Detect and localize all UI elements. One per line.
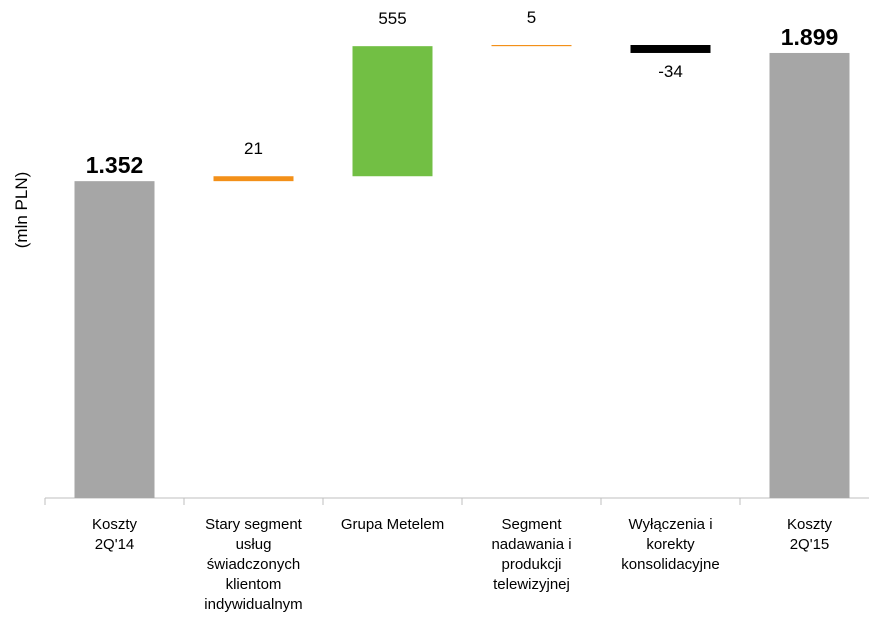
bar bbox=[74, 181, 155, 499]
value-label: 1.899 bbox=[781, 24, 839, 50]
y-axis-label: (mln PLN) bbox=[12, 172, 31, 249]
x-tick-label: Wyłączenia i korekty konsolidacyjne bbox=[621, 516, 720, 573]
value-label: 5 bbox=[527, 8, 536, 27]
value-label: -34 bbox=[658, 62, 683, 81]
x-tick-label: Grupa Metelem bbox=[340, 516, 445, 533]
value-label: 1.352 bbox=[86, 152, 144, 178]
bar bbox=[491, 45, 572, 47]
bar bbox=[352, 46, 433, 177]
x-tick-label: Koszty 2Q'15 bbox=[786, 516, 832, 553]
bar bbox=[769, 52, 850, 498]
x-tick-label: Stary segment usług świadczonych kliento… bbox=[204, 516, 303, 613]
value-label: 555 bbox=[378, 9, 406, 28]
bar bbox=[630, 45, 711, 53]
x-tick-label: Segment nadawania i produkcji telewizyjn… bbox=[491, 516, 572, 593]
value-label: 21 bbox=[244, 139, 263, 158]
bar bbox=[213, 176, 294, 182]
x-tick-label: Koszty 2Q'14 bbox=[91, 516, 137, 553]
